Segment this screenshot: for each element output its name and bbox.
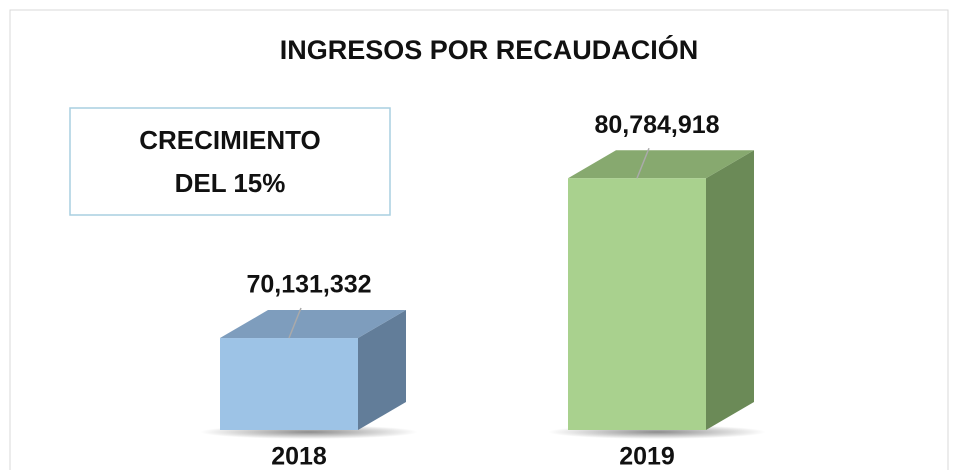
bar-side bbox=[358, 310, 406, 430]
bar-top bbox=[568, 150, 754, 179]
bar bbox=[568, 178, 706, 430]
x-tick-label: 2019 bbox=[619, 443, 675, 470]
annotation-box bbox=[69, 107, 391, 216]
bar-side bbox=[706, 150, 754, 430]
annotation-line: CRECIMIENTO bbox=[139, 125, 321, 155]
bar bbox=[220, 338, 358, 430]
chart-title: INGRESOS POR RECAUDACIÓN bbox=[280, 34, 699, 65]
x-tick-label: 2018 bbox=[271, 443, 327, 470]
data-label: 80,784,918 bbox=[594, 111, 719, 139]
bar-top bbox=[220, 310, 406, 339]
leader-line bbox=[288, 307, 302, 339]
chart-border bbox=[9, 9, 949, 470]
annotation-line: DEL 15% bbox=[175, 168, 286, 198]
data-label: 70,131,332 bbox=[246, 271, 371, 299]
leader-line bbox=[636, 147, 650, 179]
